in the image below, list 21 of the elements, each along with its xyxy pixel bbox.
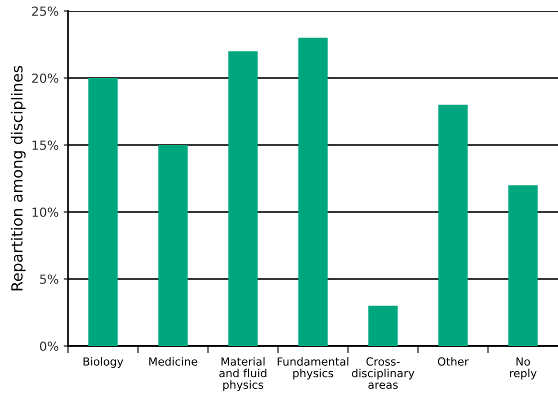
- bar: [438, 104, 468, 346]
- bar: [508, 185, 538, 346]
- y-tick-label: 0%: [40, 341, 58, 351]
- y-tick-label: 10%: [32, 207, 58, 217]
- y-tick-label: 5%: [40, 274, 58, 284]
- bar: [368, 306, 398, 346]
- x-tick-label: Fundamental physics: [278, 357, 348, 380]
- x-tick-label: Cross- disciplinary areas: [352, 357, 414, 389]
- y-axis-title: Repartition among disciplines: [10, 66, 26, 290]
- x-tick-label: Material and fluid physics: [219, 357, 266, 392]
- x-tick-label: No reply: [510, 357, 537, 380]
- bar: [298, 38, 328, 346]
- x-tick-label: Biology: [84, 357, 124, 368]
- bar: [228, 51, 258, 346]
- bar: [88, 78, 118, 346]
- y-tick-label: 20%: [32, 73, 58, 83]
- y-tick-label: 15%: [32, 140, 58, 150]
- x-tick-label: Medicine: [149, 357, 198, 366]
- y-tick-label: 25%: [32, 6, 58, 16]
- x-tick-label: Other: [438, 357, 469, 366]
- bar: [158, 145, 188, 346]
